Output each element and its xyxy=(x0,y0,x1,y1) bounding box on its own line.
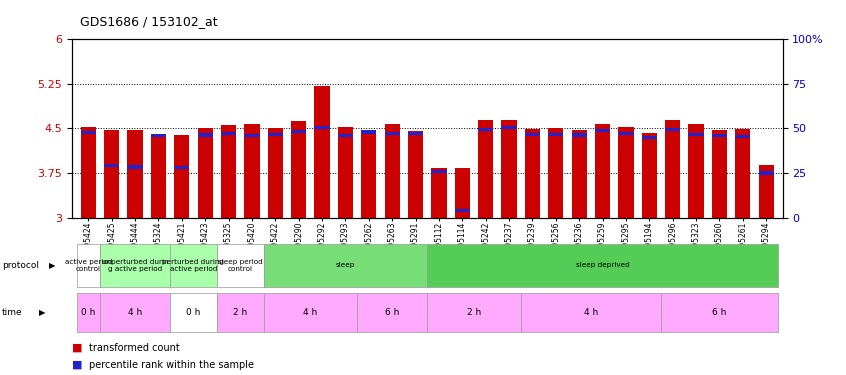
Bar xyxy=(759,171,774,175)
Bar xyxy=(408,132,423,135)
Bar xyxy=(264,292,357,332)
Bar xyxy=(689,133,704,136)
Bar xyxy=(689,124,704,218)
Bar xyxy=(618,127,634,218)
Bar xyxy=(291,130,306,133)
Text: GDS1686 / 153102_at: GDS1686 / 153102_at xyxy=(80,15,218,28)
Bar xyxy=(478,128,493,131)
Bar xyxy=(618,132,634,135)
Bar xyxy=(174,135,190,218)
Bar xyxy=(315,126,330,129)
Bar xyxy=(711,130,727,218)
Text: sleep deprived: sleep deprived xyxy=(575,262,629,268)
Text: time: time xyxy=(2,308,22,316)
Bar xyxy=(338,134,353,137)
Bar xyxy=(100,244,170,287)
Text: 6 h: 6 h xyxy=(712,308,727,316)
Bar xyxy=(244,124,260,218)
Bar xyxy=(431,168,447,217)
Bar xyxy=(104,164,119,167)
Bar xyxy=(128,165,143,169)
Bar xyxy=(735,129,750,218)
Text: 4 h: 4 h xyxy=(584,308,598,316)
Bar xyxy=(525,129,540,218)
Bar xyxy=(572,134,587,136)
Bar xyxy=(642,133,656,218)
Bar xyxy=(595,124,610,218)
Bar xyxy=(572,130,587,218)
Bar xyxy=(357,292,427,332)
Bar xyxy=(198,134,212,136)
Text: 2 h: 2 h xyxy=(467,308,481,316)
Bar xyxy=(104,130,119,218)
Bar xyxy=(221,132,236,135)
Bar xyxy=(80,131,96,134)
Bar xyxy=(128,130,143,218)
Bar xyxy=(711,134,727,137)
Text: 2 h: 2 h xyxy=(233,308,247,316)
Text: sleep: sleep xyxy=(336,262,355,268)
Text: ■: ■ xyxy=(72,360,82,369)
Bar xyxy=(221,125,236,217)
Text: protocol: protocol xyxy=(2,261,39,270)
Bar xyxy=(267,128,283,217)
Bar xyxy=(338,127,353,218)
Bar xyxy=(217,244,264,287)
Bar xyxy=(665,120,680,218)
Bar xyxy=(759,165,774,218)
Text: transformed count: transformed count xyxy=(89,343,179,353)
Bar xyxy=(385,124,400,218)
Text: 0 h: 0 h xyxy=(186,308,201,316)
Bar xyxy=(408,131,423,218)
Bar xyxy=(642,136,656,139)
Text: ■: ■ xyxy=(72,343,82,353)
Bar xyxy=(427,292,521,332)
Bar xyxy=(548,133,563,136)
Text: unperturbed durin
g active period: unperturbed durin g active period xyxy=(102,259,168,272)
Bar xyxy=(735,135,750,138)
Bar xyxy=(315,86,330,218)
Bar xyxy=(431,170,447,173)
Bar xyxy=(661,292,777,332)
Bar xyxy=(264,244,427,287)
Bar xyxy=(77,292,100,332)
Bar xyxy=(151,134,166,218)
Text: 0 h: 0 h xyxy=(81,308,96,316)
Text: perturbed during
active period: perturbed during active period xyxy=(162,259,224,272)
Bar xyxy=(291,121,306,218)
Bar xyxy=(100,292,170,332)
Text: 6 h: 6 h xyxy=(385,308,399,316)
Bar xyxy=(385,132,400,135)
Bar xyxy=(361,130,376,134)
Bar xyxy=(77,244,100,287)
Bar xyxy=(502,126,517,129)
Bar xyxy=(427,244,777,287)
Text: active period
control: active period control xyxy=(64,259,112,272)
Bar xyxy=(174,166,190,169)
Bar xyxy=(244,134,260,137)
Bar xyxy=(361,132,376,218)
Text: percentile rank within the sample: percentile rank within the sample xyxy=(89,360,254,369)
Bar xyxy=(502,120,517,218)
Text: sleep period
control: sleep period control xyxy=(217,259,262,272)
Bar xyxy=(525,133,540,136)
Bar xyxy=(454,168,470,217)
Bar xyxy=(595,129,610,132)
Bar xyxy=(454,209,470,212)
Bar xyxy=(665,128,680,131)
Bar xyxy=(267,133,283,136)
Bar xyxy=(170,292,217,332)
Bar xyxy=(217,292,264,332)
Bar xyxy=(521,292,661,332)
Bar xyxy=(478,120,493,218)
Bar xyxy=(151,134,166,137)
Bar xyxy=(548,128,563,217)
Bar xyxy=(198,128,212,218)
Bar xyxy=(170,244,217,287)
Text: 4 h: 4 h xyxy=(128,308,142,316)
Text: 4 h: 4 h xyxy=(303,308,317,316)
Text: ▶: ▶ xyxy=(49,261,56,270)
Text: ▶: ▶ xyxy=(39,308,46,316)
Bar xyxy=(80,127,96,218)
